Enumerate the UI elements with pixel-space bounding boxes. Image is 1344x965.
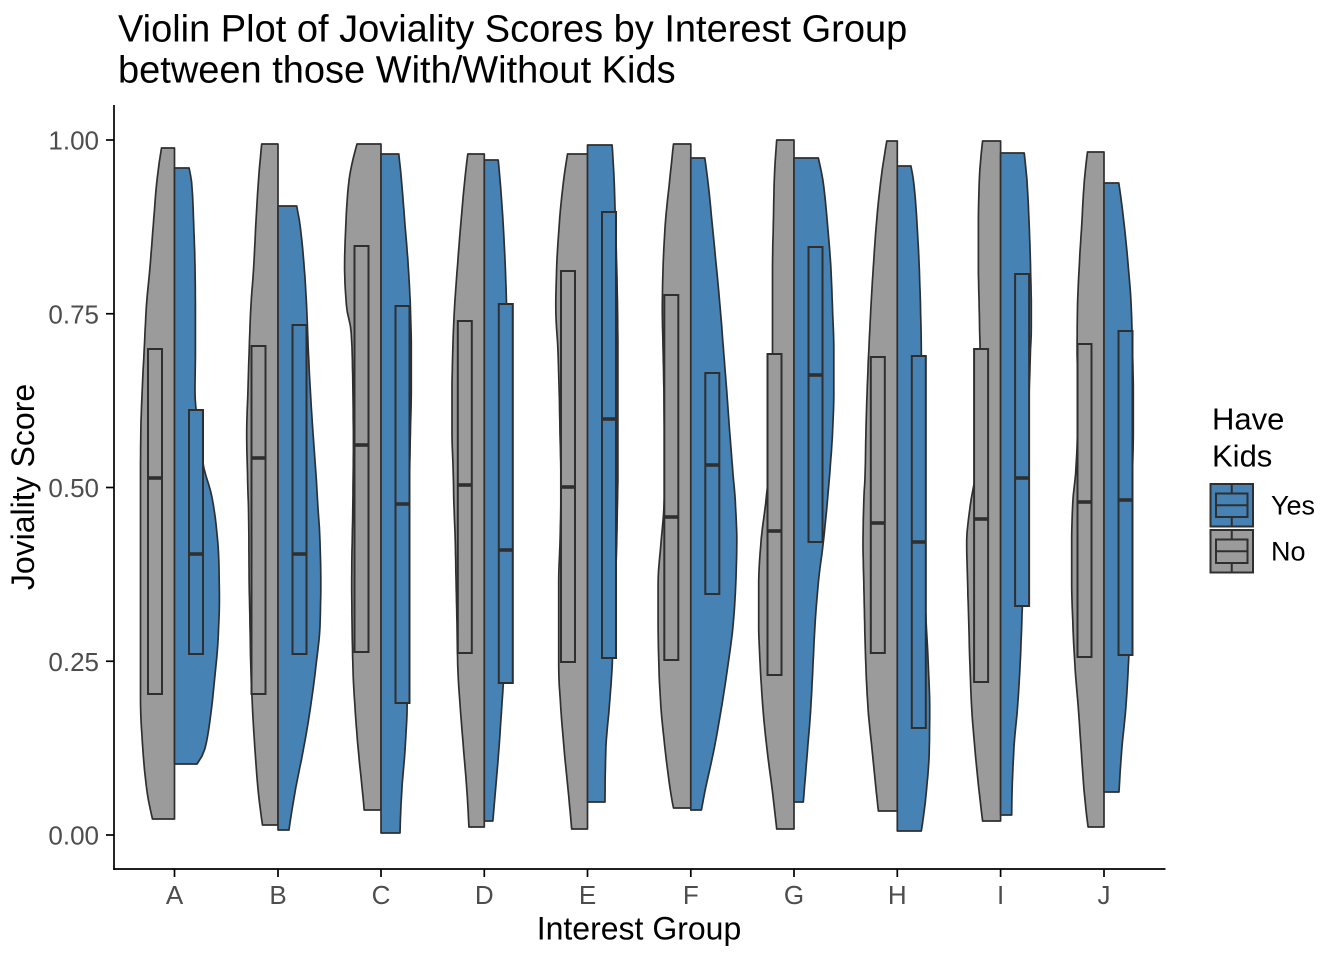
svg-text:Joviality Score: Joviality Score — [5, 384, 41, 590]
svg-text:between those With/Without Kid: between those With/Without Kids — [118, 50, 676, 92]
svg-text:Yes: Yes — [1271, 490, 1315, 520]
svg-text:0.00: 0.00 — [48, 821, 99, 851]
svg-text:F: F — [683, 880, 699, 910]
svg-text:0.75: 0.75 — [48, 299, 99, 329]
svg-text:A: A — [166, 880, 184, 910]
svg-text:J: J — [1098, 880, 1111, 910]
svg-text:0.50: 0.50 — [48, 473, 99, 503]
svg-text:No: No — [1271, 536, 1306, 566]
svg-text:Interest Group: Interest Group — [537, 911, 742, 947]
svg-text:E: E — [579, 880, 596, 910]
svg-text:I: I — [997, 880, 1004, 910]
svg-text:1.00: 1.00 — [48, 126, 99, 156]
svg-text:D: D — [475, 880, 494, 910]
svg-text:0.25: 0.25 — [48, 647, 99, 677]
svg-text:Have: Have — [1212, 402, 1284, 437]
svg-text:B: B — [269, 880, 286, 910]
svg-text:H: H — [888, 880, 907, 910]
svg-text:C: C — [372, 880, 391, 910]
svg-text:G: G — [784, 880, 804, 910]
svg-text:Violin Plot of Joviality Score: Violin Plot of Joviality Scores by Inter… — [118, 9, 907, 51]
svg-text:Kids: Kids — [1212, 439, 1272, 474]
